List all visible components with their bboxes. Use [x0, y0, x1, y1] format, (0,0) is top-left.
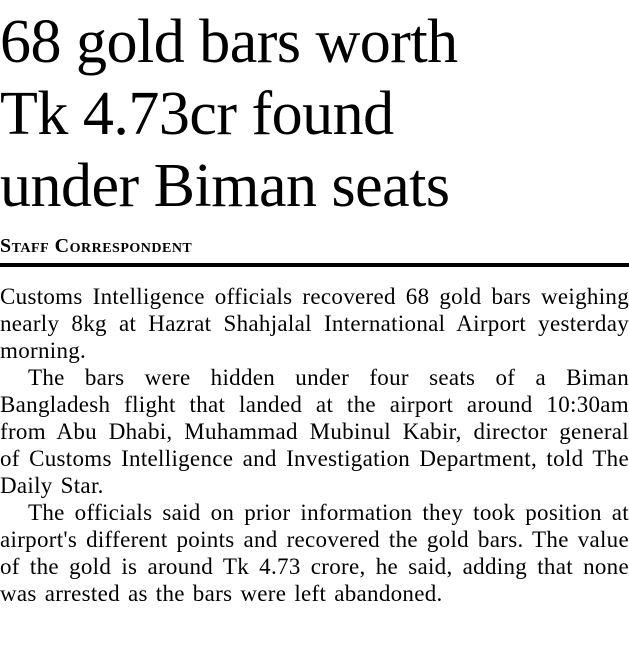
- byline: Staff Correspondent: [0, 235, 193, 257]
- paragraph-2: The bars were hidden under four seats of…: [0, 365, 629, 498]
- headline-line-2: Tk 4.73cr found: [0, 80, 394, 148]
- article-body: Customs Intelligence officials recovered…: [0, 283, 629, 607]
- divider-rule: [0, 263, 629, 267]
- paragraph-1: Customs Intelligence officials recovered…: [0, 284, 629, 363]
- news-article: 68 gold bars worth Tk 4.73cr found under…: [0, 6, 629, 607]
- headline-line-3: under Biman seats: [0, 152, 450, 220]
- headline-line-1: 68 gold bars worth: [0, 8, 458, 76]
- paragraph-3: The officials said on prior information …: [0, 500, 629, 606]
- article-headline: 68 gold bars worth Tk 4.73cr found under…: [0, 6, 629, 222]
